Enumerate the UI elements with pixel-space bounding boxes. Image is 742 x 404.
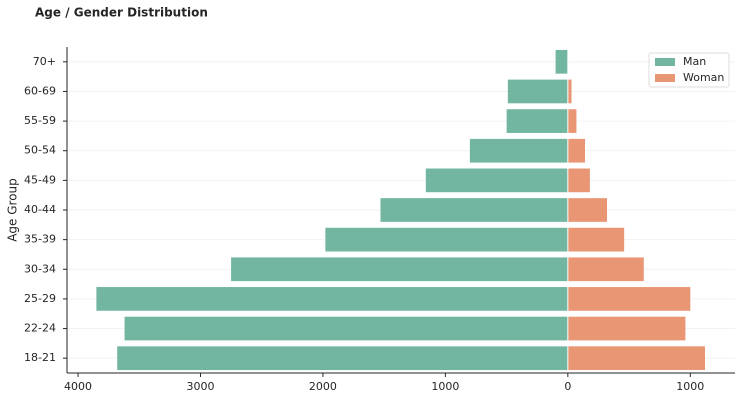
x-tick-label: 0 [564, 380, 571, 393]
y-tick-label: 55-59 [24, 114, 56, 127]
bar [567, 138, 585, 163]
y-tick-label: 25-29 [24, 292, 56, 305]
legend-swatch [655, 58, 675, 66]
y-axis-label: Age Group [6, 178, 20, 242]
x-tick-label: 3000 [186, 380, 214, 393]
x-tick-label: 1000 [676, 380, 704, 393]
legend-swatch [655, 74, 675, 82]
bar [325, 227, 568, 252]
bar [124, 316, 568, 341]
chart-title: Age / Gender Distribution [35, 6, 208, 20]
y-tick-label: 18-21 [24, 351, 56, 364]
bar [117, 346, 568, 371]
legend-label: Man [683, 55, 706, 68]
bar [567, 316, 686, 341]
legend-label: Woman [683, 71, 724, 84]
bar [567, 287, 691, 311]
y-tick-label: 30-34 [24, 262, 56, 275]
y-tick-label: 35-39 [24, 233, 56, 246]
bar [567, 168, 590, 193]
bar [567, 227, 625, 252]
bar [96, 287, 568, 311]
bar [567, 346, 705, 371]
bar [231, 257, 568, 282]
bar [425, 168, 568, 193]
y-tick-label: 45-49 [24, 173, 56, 186]
bar [469, 138, 568, 163]
y-tick-label: 50-54 [24, 144, 56, 157]
bar [567, 109, 577, 133]
x-tick-label: 2000 [309, 380, 337, 393]
bar [567, 257, 644, 282]
bar [567, 79, 572, 104]
bar [506, 109, 568, 133]
bar [567, 198, 608, 222]
bar [555, 49, 568, 74]
y-tick-label: 22-24 [24, 322, 56, 335]
y-tick-label: 40-44 [24, 203, 56, 216]
bar [507, 79, 568, 104]
bar [380, 198, 568, 222]
x-tick-label: 4000 [64, 380, 92, 393]
y-tick-label: 60-69 [24, 84, 56, 97]
x-tick-label: 1000 [431, 380, 459, 393]
y-tick-label: 70+ [33, 55, 56, 68]
